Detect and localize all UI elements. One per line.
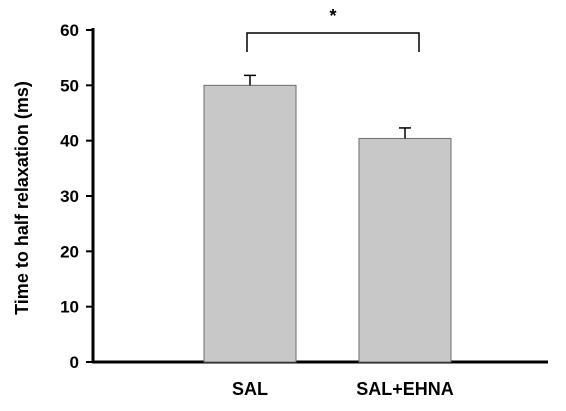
y-tick-label: 40 [60,132,79,151]
y-tick-label: 0 [70,353,79,372]
significance-bracket: * [246,6,420,52]
bar-sal-ehna [358,137,452,363]
x-tick-label: SAL [232,379,268,399]
axes [91,28,548,364]
error-bars [244,74,411,139]
y-axis-title-group: Time to half relaxation (ms) [12,81,32,315]
y-tick-label: 30 [60,187,79,206]
y-tick-label: 20 [60,242,79,261]
x-tick-labels: SAL SAL+EHNA [232,379,454,399]
y-tick-label: 60 [60,21,79,40]
x-tick-label: SAL+EHNA [356,379,454,399]
y-ticks: 0 10 20 30 40 50 60 [60,21,93,372]
bar-sal [203,84,297,363]
significance-bracket-line [246,32,420,52]
y-tick-label: 10 [60,298,79,317]
y-axis-title: Time to half relaxation (ms) [12,81,32,315]
y-tick-label: 50 [60,76,79,95]
bars [203,84,452,363]
significance-label: * [329,6,336,26]
